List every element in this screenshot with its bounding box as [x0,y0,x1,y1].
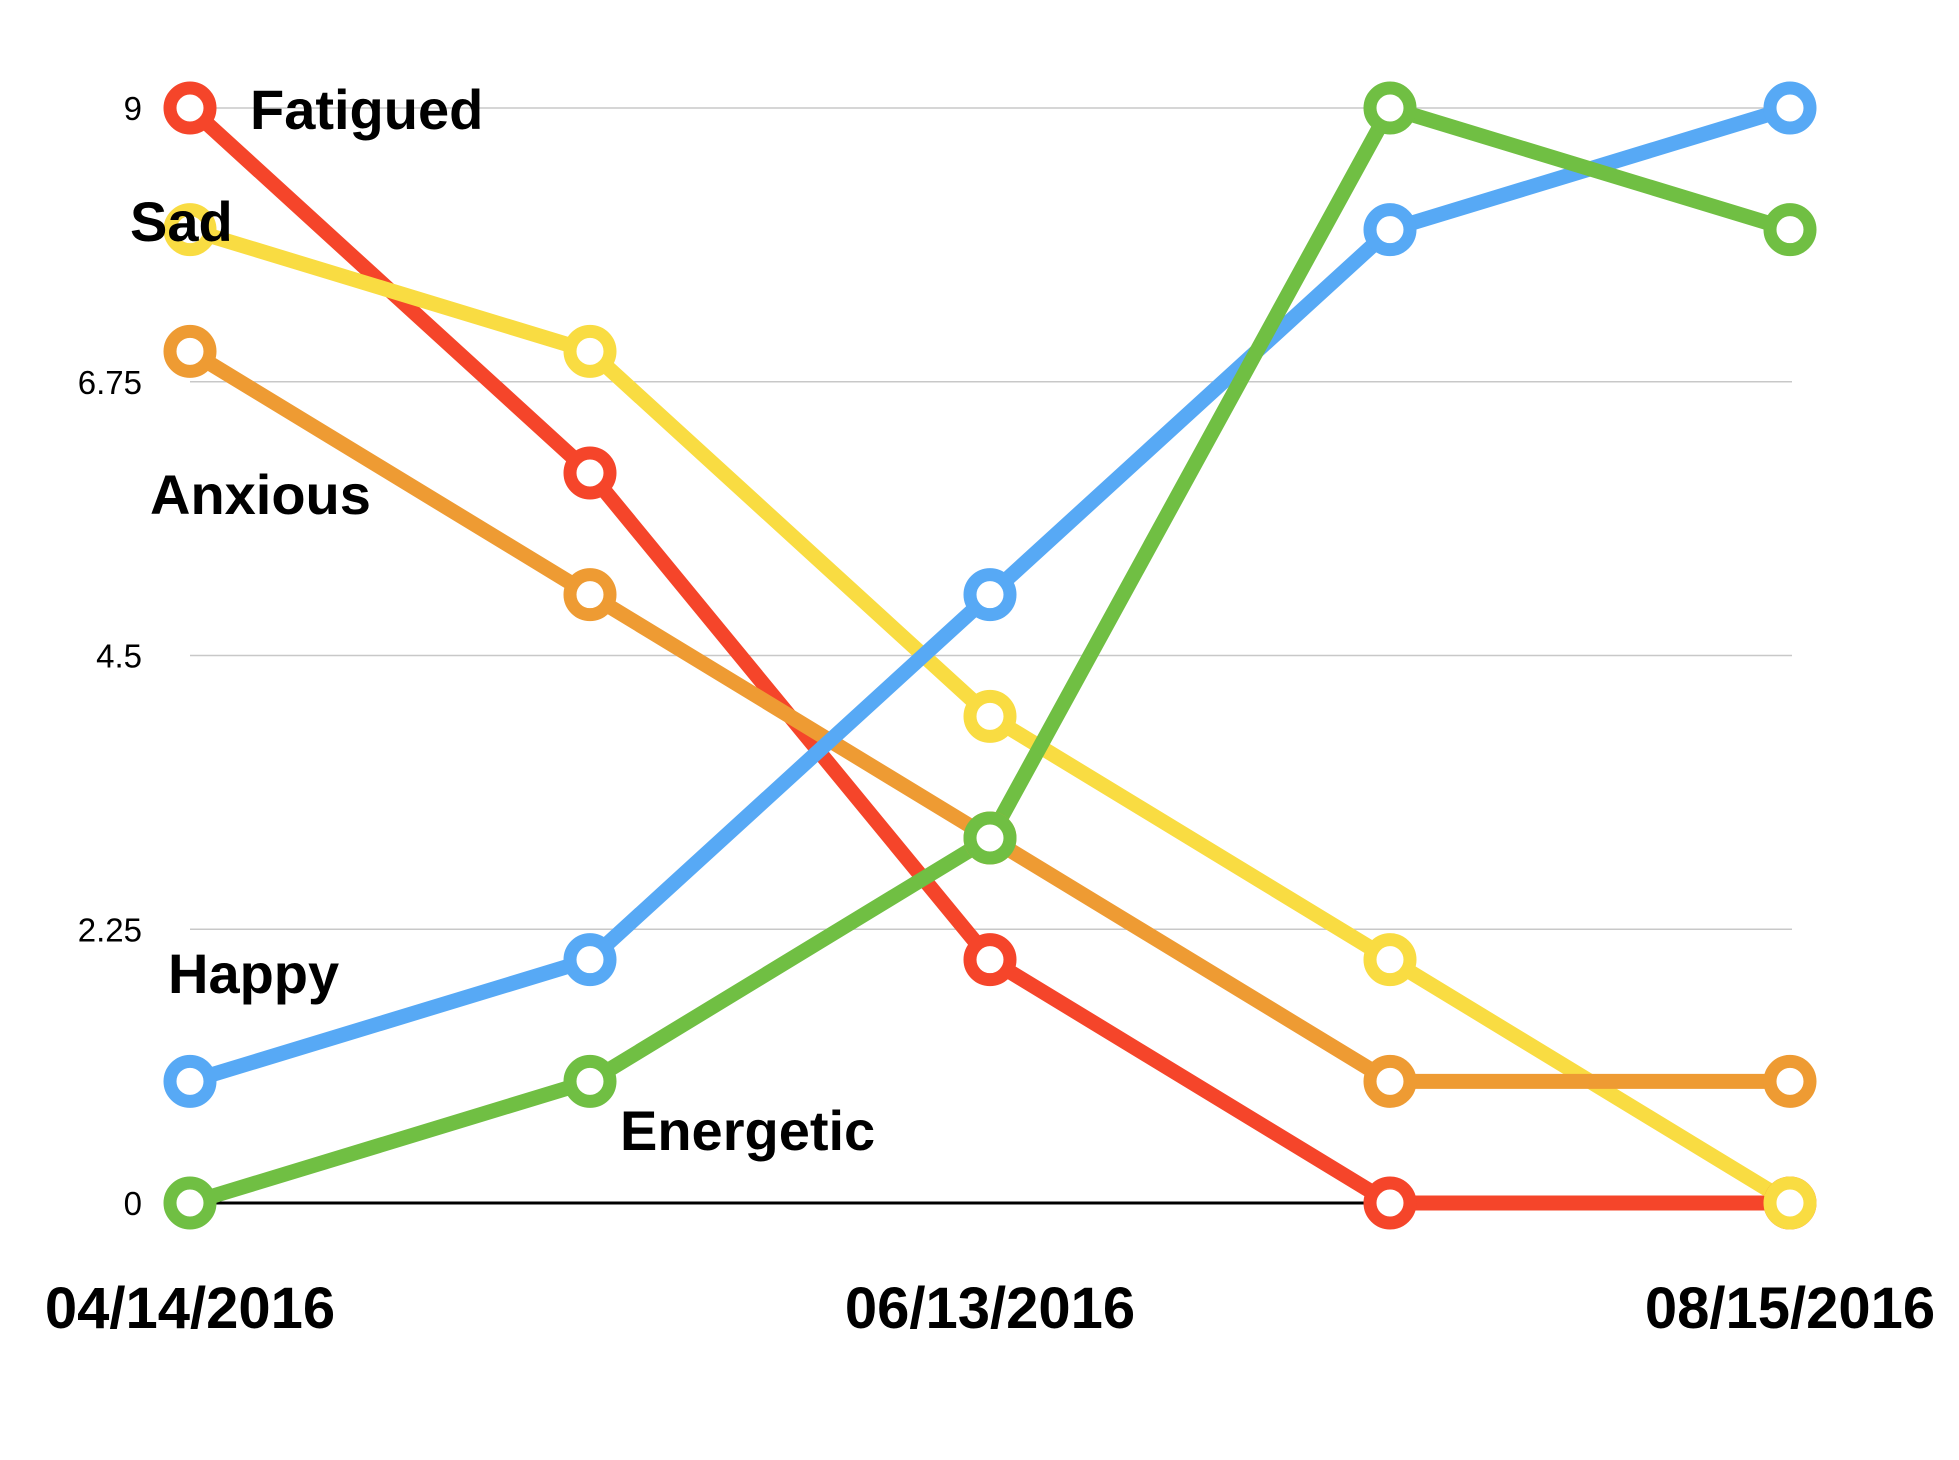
y-tick-label-0: 0 [124,1185,142,1222]
point-anxious-3 [1363,1054,1417,1108]
y-tick-label-6-75: 6.75 [78,364,142,401]
series-label-fatigued: Fatigued [250,78,483,141]
point-happy-0 [163,1054,217,1108]
gridlines [190,107,1792,930]
point-fatigued-3 [1363,1176,1417,1230]
point-sad-0 [163,203,217,257]
point-sad-1 [563,324,617,378]
series-label-anxious: Anxious [150,463,371,526]
x-tick-label-06-13-2016: 06/13/2016 [845,1276,1135,1341]
y-tick-label-4-5: 4.5 [96,638,142,675]
series-label-happy: Happy [168,942,339,1005]
point-energetic-1 [563,1054,617,1108]
point-fatigued-2 [963,933,1017,987]
point-sad-3 [1363,933,1417,987]
point-energetic-2 [963,811,1017,865]
point-fatigued-1 [563,446,617,500]
x-axis-ticks: 04/14/2016 06/13/2016 08/15/2016 [45,1276,1935,1341]
point-happy-1 [563,933,617,987]
x-tick-label-04-14-2016: 04/14/2016 [45,1276,335,1341]
point-fatigued-0 [163,81,217,135]
y-axis-ticks: 0 2.25 4.5 6.75 9 [78,90,142,1222]
point-anxious-0 [163,324,217,378]
y-tick-label-2-25: 2.25 [78,911,142,948]
point-happy-2 [963,568,1017,622]
point-happy-4 [1763,81,1817,135]
y-tick-label-9: 9 [124,90,142,127]
point-anxious-1 [563,568,617,622]
series-markers [163,81,1817,1230]
point-energetic-4 [1763,203,1817,257]
series-label-sad: Sad [130,190,233,253]
x-tick-label-08-15-2016: 08/15/2016 [1645,1276,1935,1341]
point-sad-4 [1763,1176,1817,1230]
point-energetic-3 [1363,81,1417,135]
point-energetic-0 [163,1176,217,1230]
series-label-energetic: Energetic [620,1099,875,1162]
point-anxious-4 [1763,1054,1817,1108]
point-happy-3 [1363,203,1417,257]
point-sad-2 [963,689,1017,743]
